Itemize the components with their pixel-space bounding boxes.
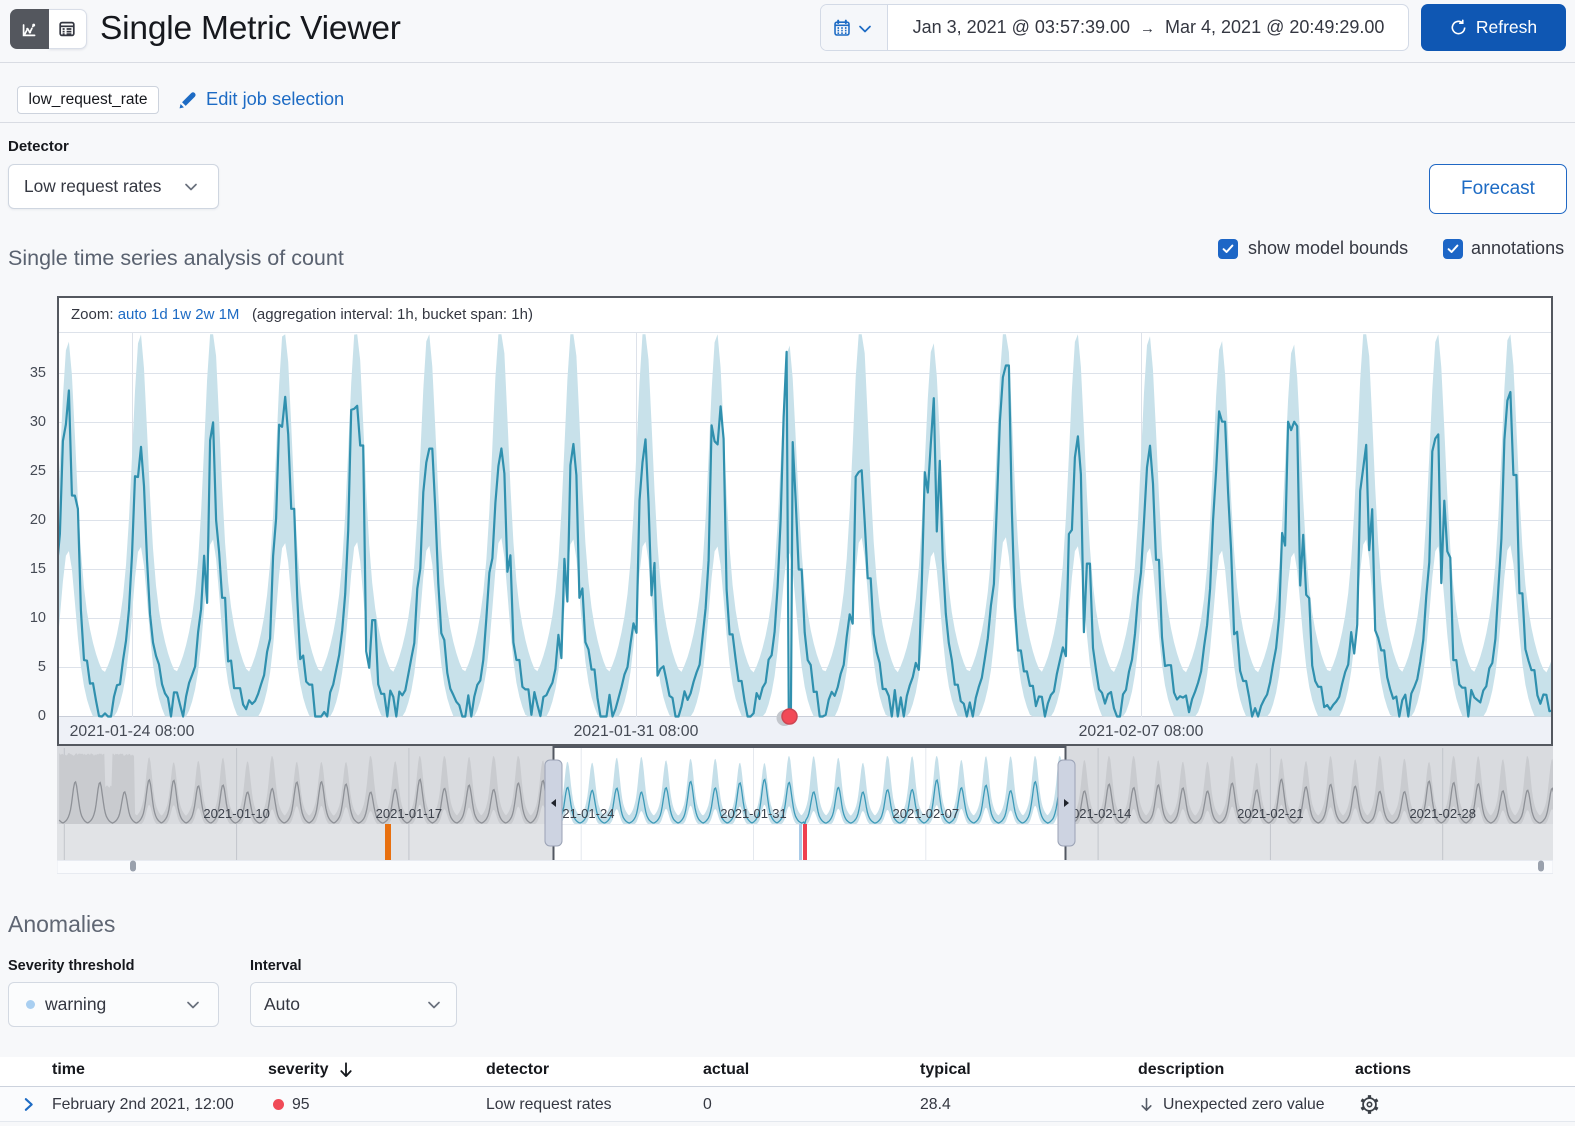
svg-text:2021-01-10: 2021-01-10 — [203, 806, 270, 821]
svg-text:2021-02-21: 2021-02-21 — [1237, 806, 1304, 821]
svg-text:2021-02-07: 2021-02-07 — [893, 806, 960, 821]
svg-text:2021-01-24 08:00: 2021-01-24 08:00 — [70, 723, 195, 740]
svg-text:2021-02-28: 2021-02-28 — [1409, 806, 1476, 821]
svg-text:2021-01-31: 2021-01-31 — [720, 806, 787, 821]
svg-text:2021-02-07 08:00: 2021-02-07 08:00 — [1079, 723, 1204, 740]
svg-text:2021-02-14: 2021-02-14 — [1065, 806, 1132, 821]
svg-text:2021-01-24: 2021-01-24 — [548, 806, 615, 821]
svg-text:2021-01-31 08:00: 2021-01-31 08:00 — [574, 723, 699, 740]
svg-text:2021-01-17: 2021-01-17 — [376, 806, 443, 821]
